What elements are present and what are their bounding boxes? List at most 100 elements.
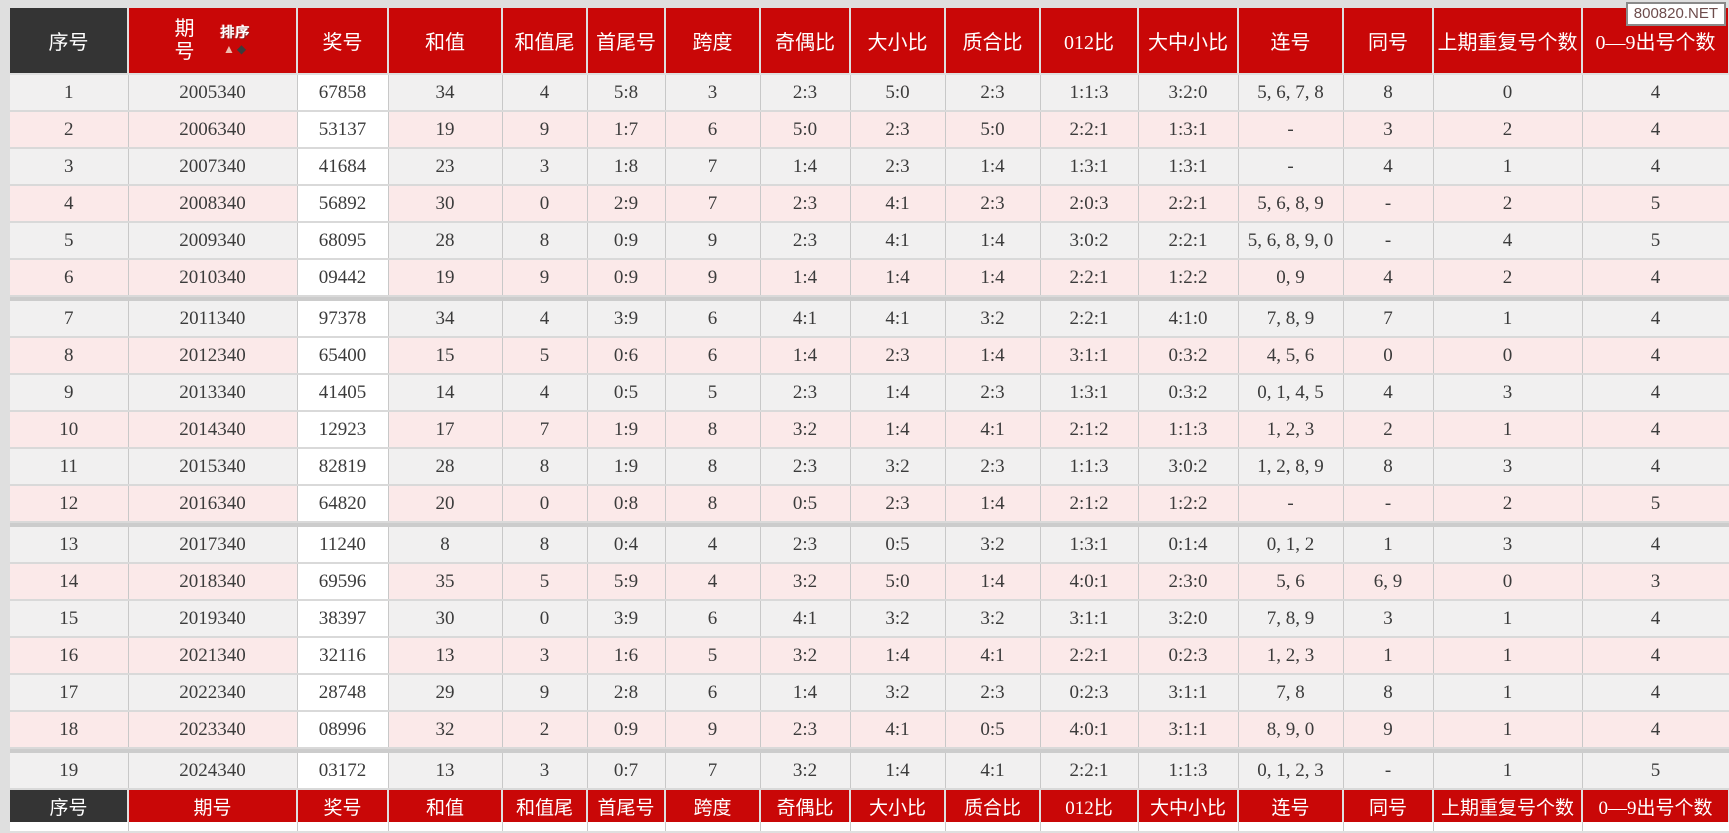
cell-prev-repeat: 1 [1433,301,1583,338]
cell-consecutive: - [1238,111,1344,149]
cell-prev-repeat: 1 [1433,711,1583,749]
cell-zero-one-two: 2:2:1 [1040,753,1139,790]
cell-big-small: 4:1 [850,711,946,749]
cell-number: 12923 [297,411,389,449]
cell-prev-repeat: 1 [1433,637,1583,675]
cell-sum: 17 [388,411,503,449]
cell-sum: 28 [388,222,503,260]
cell-big-small: 3:2 [850,674,946,712]
footer-header-first-last: 首尾号 [587,788,666,822]
cell-digit-count: 4 [1582,74,1729,112]
cell-period: 2008340 [128,185,298,223]
cell-first-last: 0:4 [587,527,666,564]
cell-sum: 32 [388,711,503,749]
cell-prev-repeat: 0 [1433,74,1583,112]
sort-control[interactable]: 排序 ▲◆ [221,26,251,55]
cell-same: - [1343,222,1434,260]
cell-serial: 1 [10,74,129,112]
cell-period: 2017340 [128,527,298,564]
cell-serial: 13 [10,527,129,564]
cell-prev-repeat: 1 [1433,148,1583,186]
cell-span: 4 [665,527,761,564]
cell-sum-tail: 3 [502,637,588,675]
cell-number: 03172 [297,753,389,790]
cell-zero-one-two: 2:0:3 [1040,185,1139,223]
lottery-stats-table-wrap: 序号期号排序 ▲◆ 奖号 和值 和值尾 首尾号 跨度 奇偶比 大小比 质合比 012比 大中小比 连号同… [10,8,1729,831]
cell-odd-even: 5:0 [760,111,851,149]
cell-prime-composite: 2:3 [945,448,1041,486]
cell-zero-one-two: 3:1:1 [1040,600,1139,638]
cell-first-last: 1:7 [587,111,666,149]
group-separator [10,296,1729,301]
cell-same: 8 [1343,674,1434,712]
watermark: 800820.NET [1625,2,1726,26]
cell-big-mid-small: 3:2:0 [1138,600,1239,638]
cell-consecutive: 1, 2, 3 [1238,411,1344,449]
table-header: 序号期号排序 ▲◆ 奖号 和值 和值尾 首尾号 跨度 奇偶比 大小比 质合比 012比 大中小比 连号同… [10,8,1729,75]
cell-zero-one-two: 2:2:1 [1040,259,1139,297]
cell-zero-one-two: 1:1:3 [1040,74,1139,112]
partial-cell-span [665,822,761,831]
cell-number: 53137 [297,111,389,149]
cell-consecutive: 0, 1, 4, 5 [1238,374,1344,412]
cell-sum: 8 [388,527,503,564]
cell-sum-tail: 7 [502,411,588,449]
table-row: 3 2007340 41684 23 3 1:8 7 1:4 2:3 1:4 1:3:1 1:3:1-… [10,148,1729,186]
cell-sum: 13 [388,753,503,790]
cell-same: 1 [1343,527,1434,564]
cell-zero-one-two: 2:1:2 [1040,411,1139,449]
cell-zero-one-two: 3:1:1 [1040,337,1139,375]
cell-consecutive: 0, 1, 2 [1238,527,1344,564]
partial-cell-big-small [850,822,946,831]
group-separator-bar [10,522,1729,527]
col-header-sum: 和值 [388,8,503,75]
partial-cell-number [297,822,389,831]
group-separator-bar [10,296,1729,301]
cell-sum: 19 [388,259,503,297]
cell-digit-count: 4 [1582,674,1729,712]
cell-big-mid-small: 3:0:2 [1138,448,1239,486]
sort-asc-icon[interactable]: ▲ [222,41,237,56]
sort-desc-icon[interactable]: ◆ [236,41,249,56]
cell-period: 2005340 [128,74,298,112]
cell-sum: 30 [388,185,503,223]
cell-prime-composite: 5:0 [945,111,1041,149]
cell-span: 7 [665,185,761,223]
cell-prime-composite: 4:1 [945,637,1041,675]
cell-odd-even: 1:4 [760,148,851,186]
partial-cell-zero-one-two [1040,822,1139,831]
cell-sum: 34 [388,301,503,338]
cell-zero-one-two: 4:0:1 [1040,711,1139,749]
partial-cell-period [128,822,298,831]
cell-span: 8 [665,411,761,449]
cell-serial: 14 [10,563,129,601]
cell-prime-composite: 1:4 [945,337,1041,375]
cell-number: 41684 [297,148,389,186]
cell-same: - [1343,185,1434,223]
cell-same: 3 [1343,111,1434,149]
cell-serial: 15 [10,600,129,638]
group-separator [10,522,1729,527]
cell-sum-tail: 4 [502,301,588,338]
partial-cell-big-mid-small [1138,822,1239,831]
table-row: 18 2023340 08996 32 2 0:9 9 2:3 4:1 0:5 4:0:1 3:1:1… [10,711,1729,749]
partial-row [10,822,1729,831]
footer-header-span: 跨度 [665,788,761,822]
cell-digit-count: 4 [1582,600,1729,638]
cell-same: - [1343,485,1434,523]
cell-sum-tail: 0 [502,600,588,638]
cell-period: 2023340 [128,711,298,749]
partial-cell-prev-repeat [1433,822,1583,831]
cell-first-last: 1:9 [587,411,666,449]
footer-header-number: 奖号 [297,788,389,822]
cell-digit-count: 4 [1582,448,1729,486]
sort-arrows: ▲◆ [223,43,248,55]
footer-header-consecutive: 连号 [1238,788,1344,822]
cell-prev-repeat: 2 [1433,185,1583,223]
cell-number: 56892 [297,185,389,223]
cell-number: 11240 [297,527,389,564]
table-row: 4 2008340 56892 30 0 2:9 7 2:3 4:1 2:3 2:0:3 2:2:1 5… [10,185,1729,223]
cell-prev-repeat: 3 [1433,527,1583,564]
cell-odd-even: 2:3 [760,185,851,223]
cell-big-mid-small: 0:2:3 [1138,637,1239,675]
